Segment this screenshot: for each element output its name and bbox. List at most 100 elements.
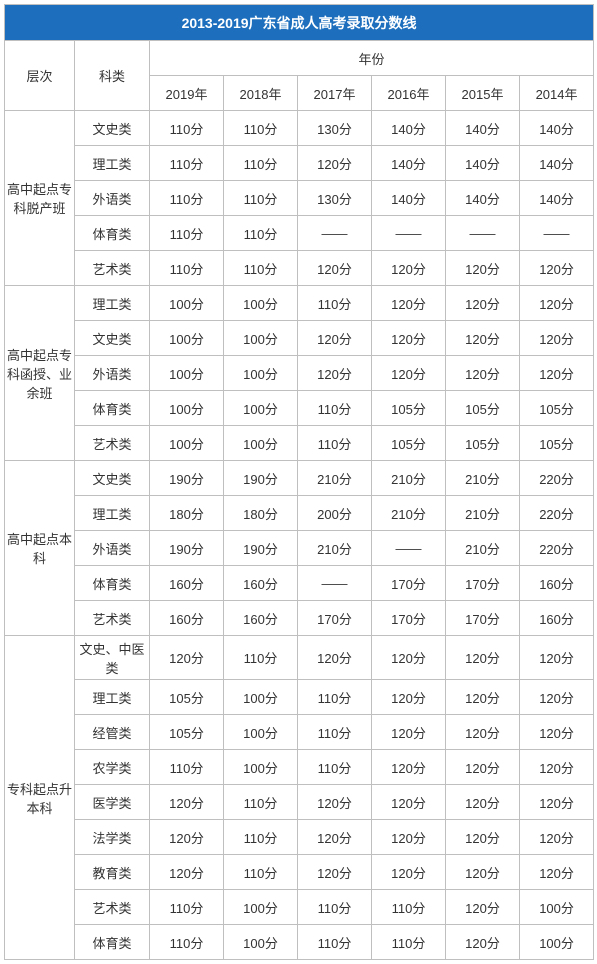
score-cell: 110分 [298, 715, 372, 750]
score-cell: 120分 [446, 251, 520, 286]
score-cell: 120分 [520, 636, 594, 680]
score-cell: 120分 [446, 636, 520, 680]
score-cell: 100分 [224, 321, 298, 356]
score-cell: 140分 [372, 181, 446, 216]
score-cell: 110分 [224, 820, 298, 855]
table-row: 高中起点专科函授、业余班理工类100分100分110分120分120分120分 [5, 286, 594, 321]
score-cell: 120分 [372, 785, 446, 820]
table-row: 文史类100分100分120分120分120分120分 [5, 321, 594, 356]
table-row: 农学类110分100分110分120分120分120分 [5, 750, 594, 785]
score-cell: 110分 [298, 426, 372, 461]
table-row: 法学类120分110分120分120分120分120分 [5, 820, 594, 855]
score-cell: 170分 [298, 601, 372, 636]
table-row: 艺术类110分110分120分120分120分120分 [5, 251, 594, 286]
score-cell: 100分 [224, 750, 298, 785]
score-cell: 160分 [224, 566, 298, 601]
score-cell: 120分 [520, 750, 594, 785]
score-cell: 190分 [150, 461, 224, 496]
subject-cell: 理工类 [75, 496, 150, 531]
score-cell: —— [298, 216, 372, 251]
score-cell: 120分 [520, 715, 594, 750]
header-year-col: 2019年 [150, 76, 224, 111]
score-cell: 120分 [446, 286, 520, 321]
score-cell: 120分 [298, 636, 372, 680]
score-cell: 120分 [372, 715, 446, 750]
table-title: 2013-2019广东省成人高考录取分数线 [5, 5, 594, 41]
score-cell: 110分 [224, 146, 298, 181]
score-cell: 120分 [298, 146, 372, 181]
subject-cell: 体育类 [75, 391, 150, 426]
score-cell: 120分 [372, 820, 446, 855]
header-subject: 科类 [75, 41, 150, 111]
score-cell: 100分 [224, 391, 298, 426]
subject-cell: 艺术类 [75, 426, 150, 461]
score-cell: 110分 [298, 286, 372, 321]
table-row: 艺术类110分100分110分110分120分100分 [5, 890, 594, 925]
subject-cell: 医学类 [75, 785, 150, 820]
score-cell: 140分 [446, 181, 520, 216]
score-cell: 105分 [372, 426, 446, 461]
subject-cell: 体育类 [75, 566, 150, 601]
subject-cell: 教育类 [75, 855, 150, 890]
score-cell: 110分 [298, 925, 372, 960]
score-cell: 110分 [224, 855, 298, 890]
score-cell: 210分 [446, 461, 520, 496]
score-cell: 120分 [298, 785, 372, 820]
score-cell: 120分 [150, 820, 224, 855]
score-cell: 110分 [224, 111, 298, 146]
score-cell: 120分 [298, 855, 372, 890]
subject-cell: 文史类 [75, 111, 150, 146]
score-cell: 170分 [372, 601, 446, 636]
score-cell: 110分 [224, 181, 298, 216]
score-cell: 190分 [224, 461, 298, 496]
score-cell: 110分 [372, 925, 446, 960]
score-cell: 200分 [298, 496, 372, 531]
table-row: 外语类100分100分120分120分120分120分 [5, 356, 594, 391]
score-cell: 110分 [150, 890, 224, 925]
subject-cell: 体育类 [75, 925, 150, 960]
score-cell: 120分 [150, 855, 224, 890]
score-cell: 110分 [150, 925, 224, 960]
score-table: 2013-2019广东省成人高考录取分数线 层次 科类 年份 2019年 201… [4, 4, 594, 960]
score-cell: 100分 [520, 890, 594, 925]
score-cell: 170分 [446, 601, 520, 636]
table-row: 外语类190分190分210分——210分220分 [5, 531, 594, 566]
score-cell: —— [446, 216, 520, 251]
table-row: 高中起点本科文史类190分190分210分210分210分220分 [5, 461, 594, 496]
table-row: 医学类120分110分120分120分120分120分 [5, 785, 594, 820]
table-row: 体育类160分160分——170分170分160分 [5, 566, 594, 601]
table-row: 外语类110分110分130分140分140分140分 [5, 181, 594, 216]
table-row: 理工类110分110分120分140分140分140分 [5, 146, 594, 181]
score-cell: 210分 [298, 531, 372, 566]
score-cell: 120分 [446, 715, 520, 750]
subject-cell: 理工类 [75, 146, 150, 181]
score-cell: 120分 [520, 820, 594, 855]
score-cell: 210分 [446, 496, 520, 531]
score-cell: 105分 [520, 426, 594, 461]
score-cell: 120分 [446, 890, 520, 925]
score-cell: 110分 [298, 391, 372, 426]
score-cell: 105分 [520, 391, 594, 426]
table-row: 体育类110分100分110分110分120分100分 [5, 925, 594, 960]
score-cell: 120分 [520, 855, 594, 890]
subject-cell: 理工类 [75, 680, 150, 715]
score-cell: —— [372, 531, 446, 566]
subject-cell: 艺术类 [75, 890, 150, 925]
header-level: 层次 [5, 41, 75, 111]
score-cell: 190分 [150, 531, 224, 566]
score-cell: 105分 [446, 426, 520, 461]
score-cell: 110分 [150, 216, 224, 251]
score-cell: 120分 [372, 750, 446, 785]
score-cell: 170分 [372, 566, 446, 601]
score-cell: 100分 [224, 356, 298, 391]
header-year-col: 2018年 [224, 76, 298, 111]
level-cell: 高中起点本科 [5, 461, 75, 636]
score-cell: 160分 [150, 566, 224, 601]
score-cell: 120分 [520, 680, 594, 715]
score-cell: 105分 [150, 680, 224, 715]
score-cell: 100分 [224, 286, 298, 321]
score-cell: 100分 [150, 286, 224, 321]
score-cell: 160分 [520, 601, 594, 636]
score-cell: 110分 [224, 251, 298, 286]
score-cell: 120分 [150, 636, 224, 680]
